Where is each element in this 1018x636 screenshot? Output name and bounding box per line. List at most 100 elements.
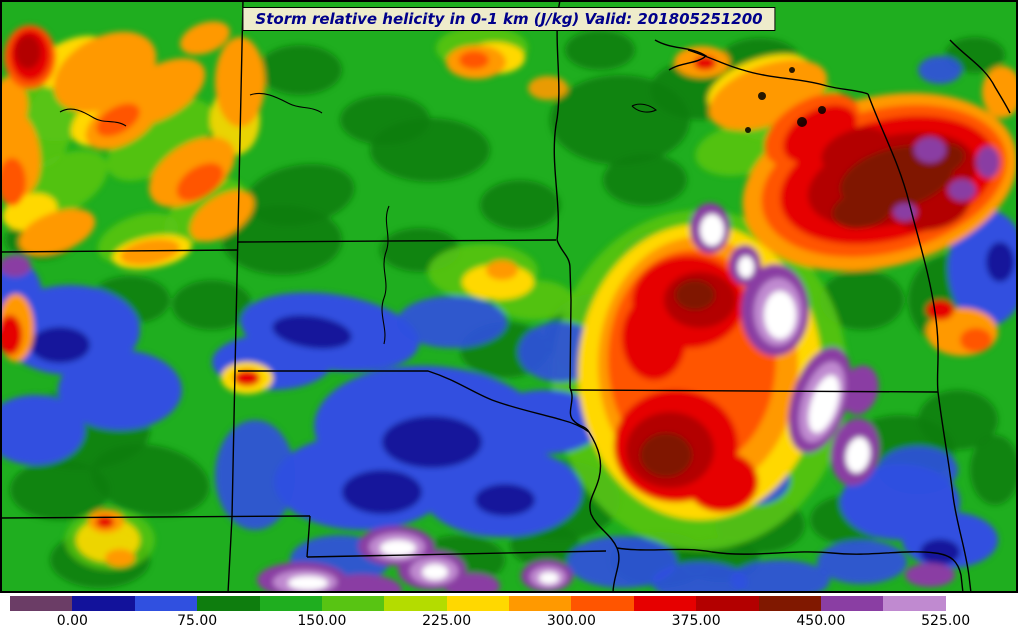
colorbar-gradient-bar — [10, 596, 1008, 611]
contour-blob — [176, 163, 224, 201]
contour-blob — [30, 327, 90, 363]
contour-blob — [288, 576, 328, 590]
contour-blob — [444, 573, 500, 593]
state-border — [588, 431, 620, 593]
state-border — [0, 515, 311, 519]
map-title: Storm relative helicity in 0-1 km (J/kg)… — [242, 7, 776, 31]
contour-field — [0, 21, 1018, 593]
contour-blob — [986, 242, 1014, 282]
colorbar-tick-labels: 0.00 75.00 150.00 225.00 300.00 375.00 450.00 5… — [10, 611, 1008, 631]
contour-blob — [878, 446, 958, 494]
contour-blob — [272, 315, 352, 349]
contour-blob — [475, 484, 535, 516]
contour-blob — [380, 540, 416, 556]
contour-blob — [486, 260, 518, 280]
colorbar-segment — [446, 596, 509, 611]
contour-blob — [0, 255, 31, 277]
contour-blob — [652, 562, 748, 593]
srh-filled-contour-map — [0, 0, 1018, 593]
colorbar-segment — [945, 596, 1008, 611]
state-border — [569, 387, 590, 433]
lake-outline — [381, 205, 390, 345]
contour-blob — [0, 395, 85, 465]
state-border — [237, 239, 557, 243]
colorbar-segment — [321, 596, 385, 611]
colorbar-tick-label: 525.00 — [921, 613, 971, 629]
contour-blob — [960, 328, 992, 352]
contour-blob — [342, 470, 422, 514]
contour-blob — [10, 460, 110, 520]
contour-blob — [172, 280, 252, 330]
colorbar-tick-label: 225.00 — [422, 613, 472, 629]
state-border — [227, 0, 244, 593]
contour-blob — [0, 77, 28, 133]
contour-blob — [234, 370, 260, 386]
lake-outline — [59, 108, 127, 127]
lake — [818, 106, 826, 114]
map-frame — [0, 0, 1018, 593]
colorbar-segment — [820, 596, 884, 611]
colorbar-segment — [72, 596, 135, 611]
colorbar-segment — [883, 596, 946, 611]
contour-blob — [694, 56, 716, 70]
contour-blob — [808, 375, 840, 433]
state-border — [306, 515, 311, 558]
contour-blob — [215, 420, 295, 530]
state-border — [553, 0, 561, 241]
colorbar-segment — [633, 596, 697, 611]
state-border — [616, 547, 964, 593]
contour-blob — [918, 390, 998, 450]
contour-blob — [565, 30, 635, 70]
contour-blob — [764, 291, 796, 339]
contour-blob — [382, 416, 482, 468]
contour-blob — [487, 390, 603, 454]
state-border — [949, 39, 1011, 114]
contour-blob — [96, 516, 114, 528]
state-border — [687, 49, 869, 95]
contour-blob — [480, 180, 560, 230]
lake-outline — [249, 92, 323, 114]
contour-blob — [258, 45, 342, 95]
contour-blob — [567, 536, 677, 588]
contour-blob — [106, 99, 214, 181]
contour-blob — [622, 296, 686, 380]
colorbar-segment — [509, 596, 572, 611]
colorbar-tick-label: 75.00 — [177, 613, 218, 629]
contour-blob — [322, 574, 402, 593]
contour-blob — [15, 35, 41, 69]
colorbar-segment — [134, 596, 198, 611]
contour-blob — [976, 146, 1000, 178]
contour-blob — [832, 191, 892, 229]
contour-blob — [603, 154, 687, 206]
state-border — [238, 370, 590, 433]
contour-blob — [841, 365, 879, 415]
colorbar-segment — [10, 596, 73, 611]
contour-blob — [640, 433, 692, 477]
colorbar-tick-label: 150.00 — [297, 613, 347, 629]
contour-blob — [970, 435, 1018, 505]
colorbar-segment — [197, 596, 260, 611]
lake — [797, 117, 807, 127]
contour-blob — [215, 37, 265, 127]
colorbar-segment — [758, 596, 821, 611]
contour-blob — [905, 563, 955, 587]
contour-blob — [926, 300, 954, 320]
contour-blob — [845, 437, 871, 473]
contour-blob — [340, 95, 430, 145]
contour-blob — [120, 239, 180, 265]
contour-blob — [820, 270, 904, 330]
contour-blob — [539, 572, 559, 584]
state-border — [306, 550, 607, 558]
contour-blob — [18, 208, 96, 256]
contour-blob — [920, 539, 960, 565]
colorbar-segment — [696, 596, 759, 611]
colorbar-segment — [384, 596, 447, 611]
contour-blob — [0, 315, 22, 355]
contour-blob — [675, 280, 715, 310]
contour-blob — [180, 21, 230, 55]
contour-blob — [528, 76, 568, 100]
colorbar-tick-label: 300.00 — [546, 613, 596, 629]
colorbar-segment — [571, 596, 634, 611]
contour-blob — [738, 256, 754, 278]
